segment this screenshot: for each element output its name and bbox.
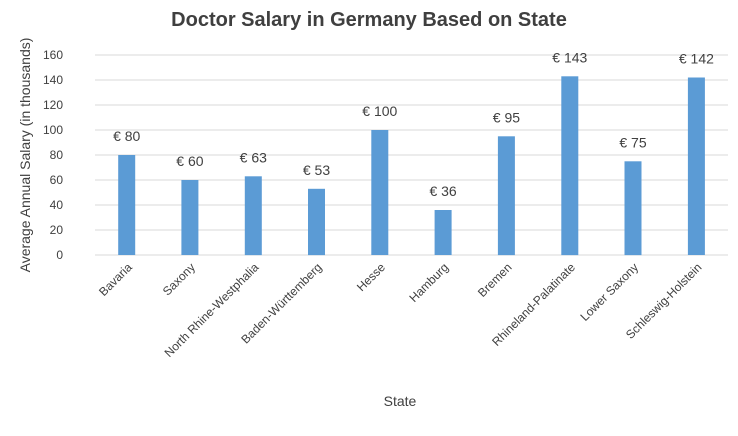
x-category-label: Saxony	[160, 260, 198, 298]
bar	[308, 188, 325, 256]
data-label: € 75	[619, 134, 646, 150]
y-tick-label: 120	[43, 98, 63, 112]
bar	[244, 176, 262, 256]
data-label: € 95	[493, 109, 520, 125]
x-category-label: Lower Saxony	[577, 260, 641, 324]
data-label: € 63	[240, 149, 267, 165]
y-tick-label: 60	[50, 173, 64, 187]
bar	[434, 210, 452, 255]
data-label: € 60	[176, 153, 203, 169]
y-tick-label: 160	[43, 48, 63, 62]
bar	[181, 180, 199, 255]
bar	[371, 130, 389, 255]
bar	[687, 77, 705, 255]
y-tick-label: 20	[50, 223, 64, 237]
y-tick-label: 100	[43, 123, 63, 137]
x-axis-title: State	[384, 393, 417, 409]
data-label: € 80	[113, 128, 140, 144]
bar	[624, 161, 642, 256]
y-tick-label: 140	[43, 73, 63, 87]
data-label: € 143	[552, 49, 587, 65]
data-label: € 142	[679, 51, 714, 67]
y-tick-label: 0	[56, 248, 63, 262]
y-axis-ticks: 0 20 40 60 80 100 120 140 160	[43, 48, 63, 262]
x-category-label: Bremen	[475, 260, 515, 300]
bar	[561, 76, 579, 256]
gridlines	[95, 54, 728, 256]
data-label: € 36	[429, 183, 456, 199]
x-category-label: Hesse	[354, 260, 388, 294]
y-tick-label: 40	[50, 198, 64, 212]
bars	[118, 76, 705, 256]
chart-title: Doctor Salary in Germany Based on State	[171, 9, 567, 31]
data-label: € 100	[362, 103, 397, 119]
bar	[118, 155, 136, 255]
data-label: € 53	[303, 162, 330, 178]
y-axis-title: Average Annual Salary (in thousands)	[17, 38, 33, 273]
x-category-label: Hamburg	[406, 260, 451, 305]
bar	[497, 136, 515, 256]
x-category-label: Bavaria	[96, 260, 135, 299]
y-tick-label: 80	[50, 148, 64, 162]
data-labels: € 80 € 60 € 63 € 53 € 100 € 36 € 95 € 143 € 75 € …	[113, 49, 714, 199]
